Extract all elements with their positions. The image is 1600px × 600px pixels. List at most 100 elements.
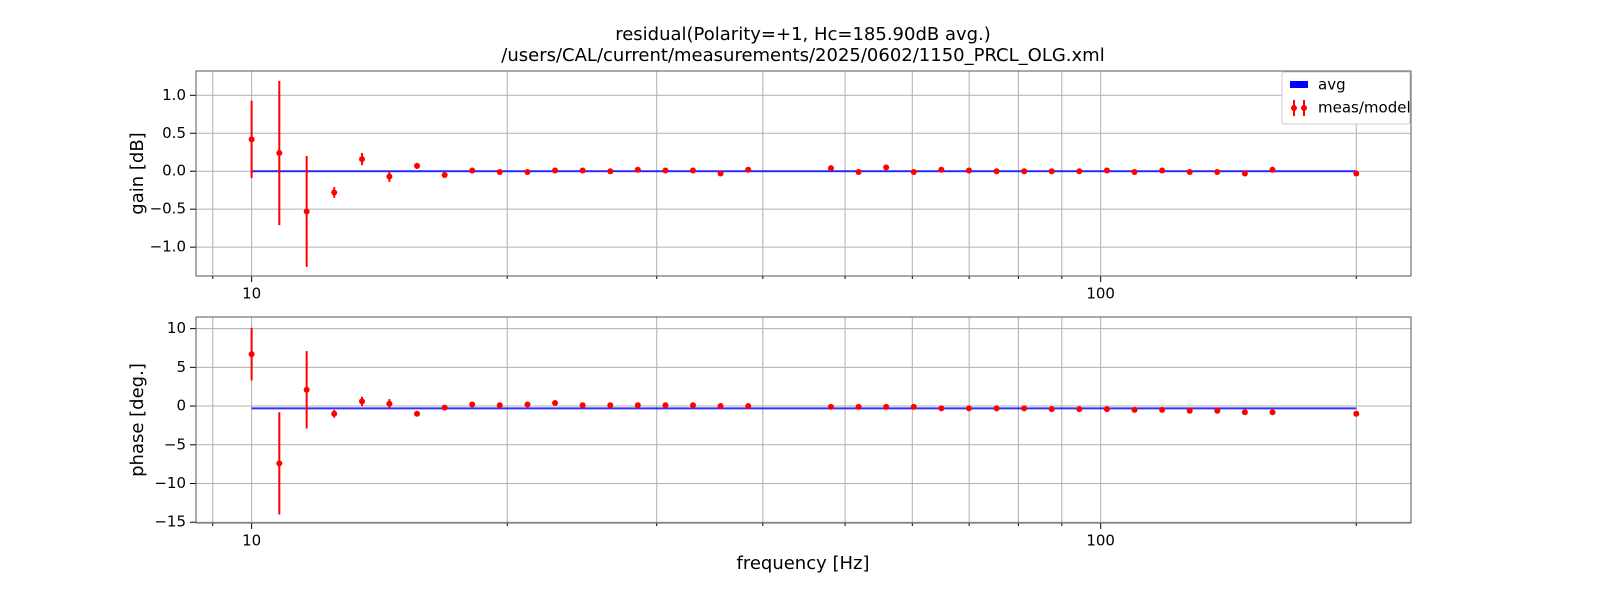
- y-tick-label: 1.0: [162, 86, 186, 104]
- point: [359, 398, 366, 405]
- point: [469, 167, 476, 174]
- y-tick-label: 0.0: [162, 162, 186, 180]
- legend-marker: [1291, 105, 1297, 111]
- point: [938, 405, 945, 412]
- point: [965, 167, 972, 174]
- point: [1021, 405, 1028, 412]
- y-tick-label: −0.5: [150, 200, 186, 218]
- point: [1048, 168, 1055, 175]
- y-tick-label: −10: [154, 474, 186, 492]
- point: [1103, 167, 1110, 174]
- legend-swatch: [1290, 81, 1308, 88]
- point: [414, 162, 421, 169]
- avg-band: [251, 407, 1357, 410]
- point: [634, 402, 641, 409]
- point: [1159, 406, 1166, 413]
- point: [745, 403, 752, 410]
- point: [552, 399, 559, 406]
- point: [883, 403, 890, 410]
- point: [1103, 406, 1110, 413]
- point: [248, 136, 255, 143]
- point: [303, 208, 310, 215]
- point: [1048, 406, 1055, 413]
- point: [662, 402, 669, 409]
- point: [276, 460, 283, 467]
- y-tick-label: 0: [176, 397, 186, 415]
- point: [607, 168, 614, 175]
- point: [827, 165, 834, 172]
- point: [1353, 410, 1360, 417]
- point: [579, 167, 586, 174]
- point: [276, 150, 283, 156]
- point: [1269, 409, 1276, 416]
- y-tick-label: −5: [164, 435, 186, 453]
- point: [1076, 168, 1083, 175]
- x-tick-label: 100: [1086, 285, 1115, 303]
- point: [1131, 406, 1138, 413]
- point: [1076, 406, 1083, 413]
- y-tick-label: −15: [154, 513, 186, 531]
- point: [883, 164, 890, 171]
- axes-frame: [195, 70, 1412, 277]
- point: [1214, 168, 1221, 175]
- point: [634, 166, 641, 173]
- point: [552, 167, 559, 174]
- point: [496, 168, 503, 175]
- point: [579, 402, 586, 409]
- point: [303, 386, 310, 393]
- legend-marker: [1301, 105, 1307, 111]
- point: [827, 403, 834, 410]
- point: [745, 166, 752, 173]
- point: [524, 401, 531, 408]
- point: [441, 404, 448, 411]
- point: [524, 168, 531, 175]
- point: [469, 401, 476, 408]
- point: [689, 167, 696, 174]
- point: [965, 405, 972, 412]
- point: [910, 403, 917, 410]
- x-tick-label: 10: [242, 285, 261, 303]
- point: [496, 402, 503, 409]
- point: [386, 173, 393, 180]
- point: [386, 400, 393, 407]
- point: [414, 410, 421, 417]
- point: [993, 405, 1000, 412]
- x-axis-label: frequency [Hz]: [736, 553, 869, 574]
- avg-band: [251, 170, 1357, 173]
- point: [1353, 170, 1360, 177]
- point: [1269, 166, 1276, 173]
- x-tick-label: 100: [1086, 532, 1115, 550]
- point: [855, 168, 862, 175]
- point: [248, 351, 255, 358]
- y-axis-label: phase [deg.]: [127, 363, 148, 477]
- point: [1214, 407, 1221, 414]
- point: [1186, 407, 1193, 414]
- point: [1186, 168, 1193, 175]
- legend-box: [1281, 71, 1411, 125]
- y-tick-label: 10: [167, 319, 186, 337]
- point: [938, 166, 945, 173]
- point: [717, 403, 724, 410]
- point: [441, 172, 448, 179]
- legend-label: avg: [1318, 76, 1346, 94]
- chart-subtitle: /users/CAL/current/measurements/2025/060…: [501, 45, 1104, 66]
- point: [1021, 168, 1028, 175]
- x-tick-label: 10: [242, 532, 261, 550]
- y-tick-label: 0.5: [162, 124, 186, 142]
- point: [689, 402, 696, 409]
- point: [855, 403, 862, 410]
- point: [1159, 167, 1166, 174]
- point: [1241, 170, 1248, 177]
- point: [993, 168, 1000, 175]
- point: [607, 402, 614, 409]
- axes-frame: [195, 316, 1412, 524]
- point: [331, 189, 338, 196]
- y-axis-label: gain [dB]: [127, 132, 148, 214]
- point: [359, 156, 366, 163]
- point: [1241, 409, 1248, 416]
- legend-label: meas/model: [1318, 99, 1411, 117]
- point: [910, 168, 917, 175]
- point: [331, 410, 338, 417]
- point: [662, 167, 669, 174]
